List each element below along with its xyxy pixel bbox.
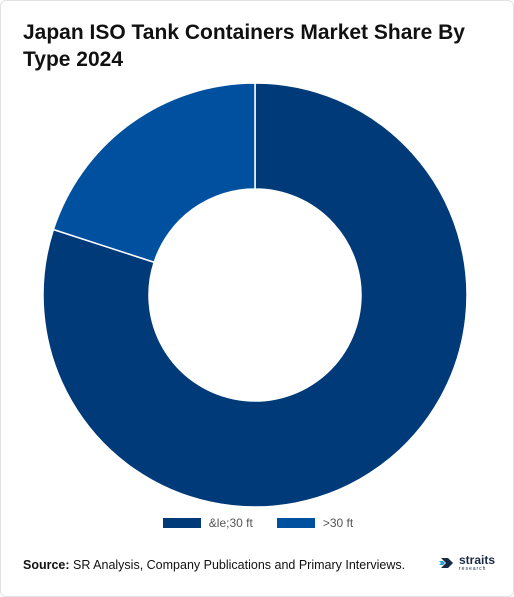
source-label: Source: xyxy=(23,558,70,572)
legend-swatch-0 xyxy=(162,518,201,528)
legend-label-1: >30 ft xyxy=(322,516,354,530)
straits-logo-icon xyxy=(439,558,453,568)
legend-item-1: >30 ft xyxy=(276,516,354,530)
logo-subtitle: research xyxy=(459,566,487,572)
donut-slice-0 xyxy=(42,82,468,508)
chart-legend: &le;30 ft >30 ft xyxy=(1,516,513,530)
logo-name: straits xyxy=(459,553,496,567)
donut-chart xyxy=(42,82,468,508)
donut-slice-1 xyxy=(52,82,256,264)
source-note: Source: SR Analysis, Company Publication… xyxy=(23,558,405,572)
straits-logo: straits research xyxy=(439,554,495,572)
source-text: SR Analysis, Company Publications and Pr… xyxy=(69,558,406,572)
legend-swatch-1 xyxy=(276,518,315,528)
legend-item-0: &le;30 ft xyxy=(162,516,253,530)
legend-label-0: &le;30 ft xyxy=(208,516,253,530)
chart-title: Japan ISO Tank Containers Market Share B… xyxy=(23,21,465,71)
